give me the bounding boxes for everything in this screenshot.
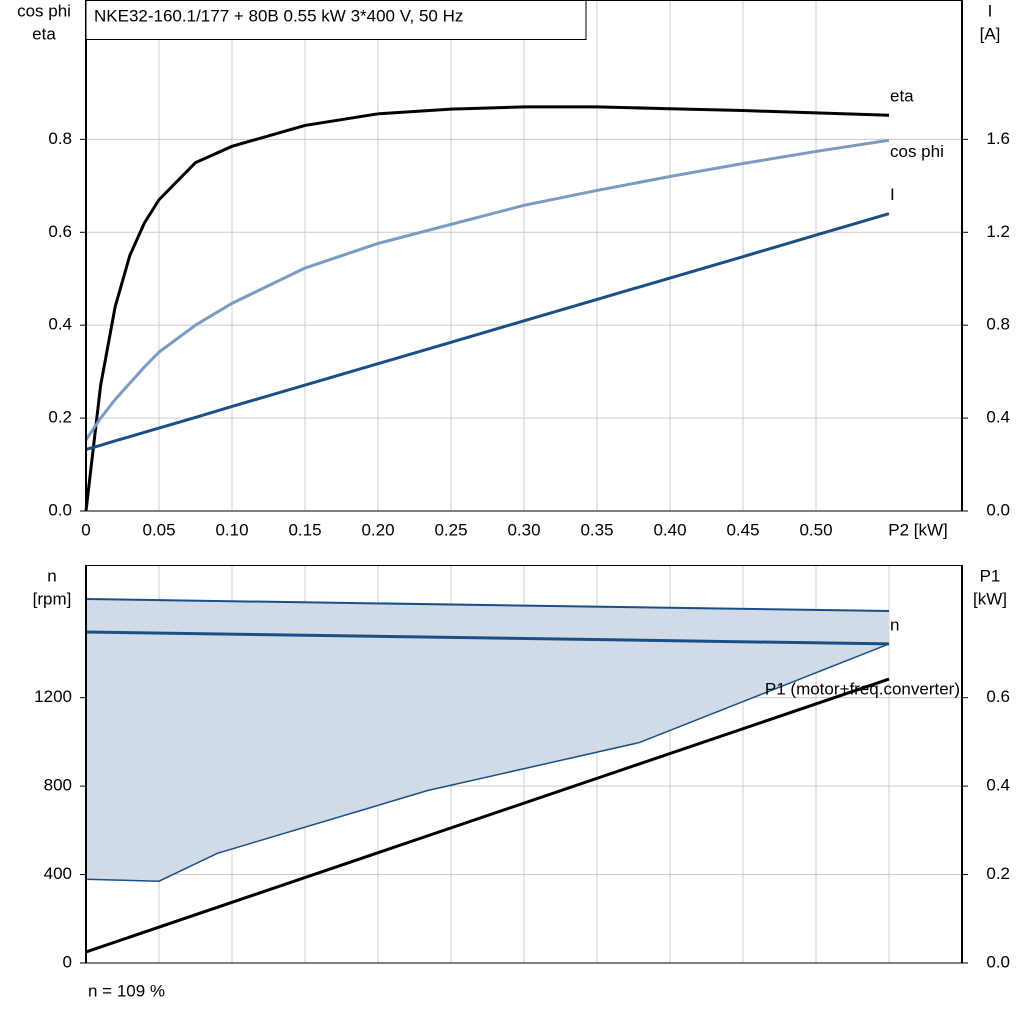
y-tick-label: 1200 bbox=[34, 687, 72, 706]
x-axis-label: P2 [kW] bbox=[888, 520, 948, 539]
series-line bbox=[85, 630, 890, 646]
y2-axis-label: P1 bbox=[980, 566, 1001, 585]
series-line bbox=[85, 212, 890, 451]
x-tick-label: 0.40 bbox=[653, 520, 686, 539]
series-line bbox=[85, 677, 890, 954]
series-label: I bbox=[890, 185, 895, 204]
y2-tick-label: 0.4 bbox=[986, 776, 1010, 795]
x-tick-label: 0.35 bbox=[580, 520, 613, 539]
chart-title: NKE32-160.1/177 + 80B 0.55 kW 3*400 V, 5… bbox=[94, 6, 463, 25]
x-tick-label: 0.10 bbox=[215, 520, 248, 539]
y2-tick-label: 0.6 bbox=[986, 687, 1010, 706]
y-tick-label: 0.0 bbox=[48, 500, 72, 519]
y-axis-label: [rpm] bbox=[33, 589, 72, 608]
y-axis-label: eta bbox=[32, 24, 56, 43]
y2-tick-label: 0.4 bbox=[986, 408, 1010, 427]
x-tick-label: 0.20 bbox=[361, 520, 394, 539]
y2-tick-label: 1.6 bbox=[986, 129, 1010, 148]
y-tick-label: 800 bbox=[44, 776, 72, 795]
y2-axis-label: [kW] bbox=[973, 589, 1007, 608]
y-axis-label: n bbox=[47, 566, 56, 585]
series-line bbox=[84, 105, 890, 512]
x-tick-label: 0.30 bbox=[507, 520, 540, 539]
series-label: eta bbox=[890, 87, 914, 106]
y-tick-label: 0.4 bbox=[48, 315, 72, 334]
title-box bbox=[85, 0, 587, 40]
x-tick-label: 0.25 bbox=[434, 520, 467, 539]
y2-tick-label: 0.2 bbox=[986, 864, 1010, 883]
y2-axis-label: I bbox=[988, 1, 993, 20]
series-label: P1 (motor+freq.converter) bbox=[765, 680, 960, 699]
x-tick-label: 0.50 bbox=[799, 520, 832, 539]
x-tick-label: 0 bbox=[81, 520, 90, 539]
speed-band bbox=[86, 599, 889, 882]
note: n = 109 % bbox=[88, 981, 165, 1000]
y2-tick-label: 0.0 bbox=[986, 500, 1010, 519]
y-tick-label: 0.2 bbox=[48, 408, 72, 427]
y2-tick-label: 0.8 bbox=[986, 315, 1010, 334]
y2-axis-label: [A] bbox=[980, 24, 1001, 43]
band-upper bbox=[85, 598, 890, 612]
series-label: cos phi bbox=[890, 142, 944, 161]
y2-tick-label: 0.0 bbox=[986, 952, 1010, 971]
y-tick-label: 0 bbox=[63, 952, 72, 971]
y-tick-label: 400 bbox=[44, 864, 72, 883]
x-tick-label: 0.45 bbox=[726, 520, 759, 539]
y2-tick-label: 1.2 bbox=[986, 222, 1010, 241]
series-line bbox=[84, 138, 890, 441]
y-tick-label: 0.6 bbox=[48, 222, 72, 241]
x-tick-label: 0.15 bbox=[288, 520, 321, 539]
series-label: n bbox=[890, 615, 899, 634]
x-tick-label: 0.05 bbox=[142, 520, 175, 539]
y-tick-label: 0.8 bbox=[48, 129, 72, 148]
y-axis-label: cos phi bbox=[17, 1, 71, 20]
band-lower bbox=[85, 643, 890, 882]
